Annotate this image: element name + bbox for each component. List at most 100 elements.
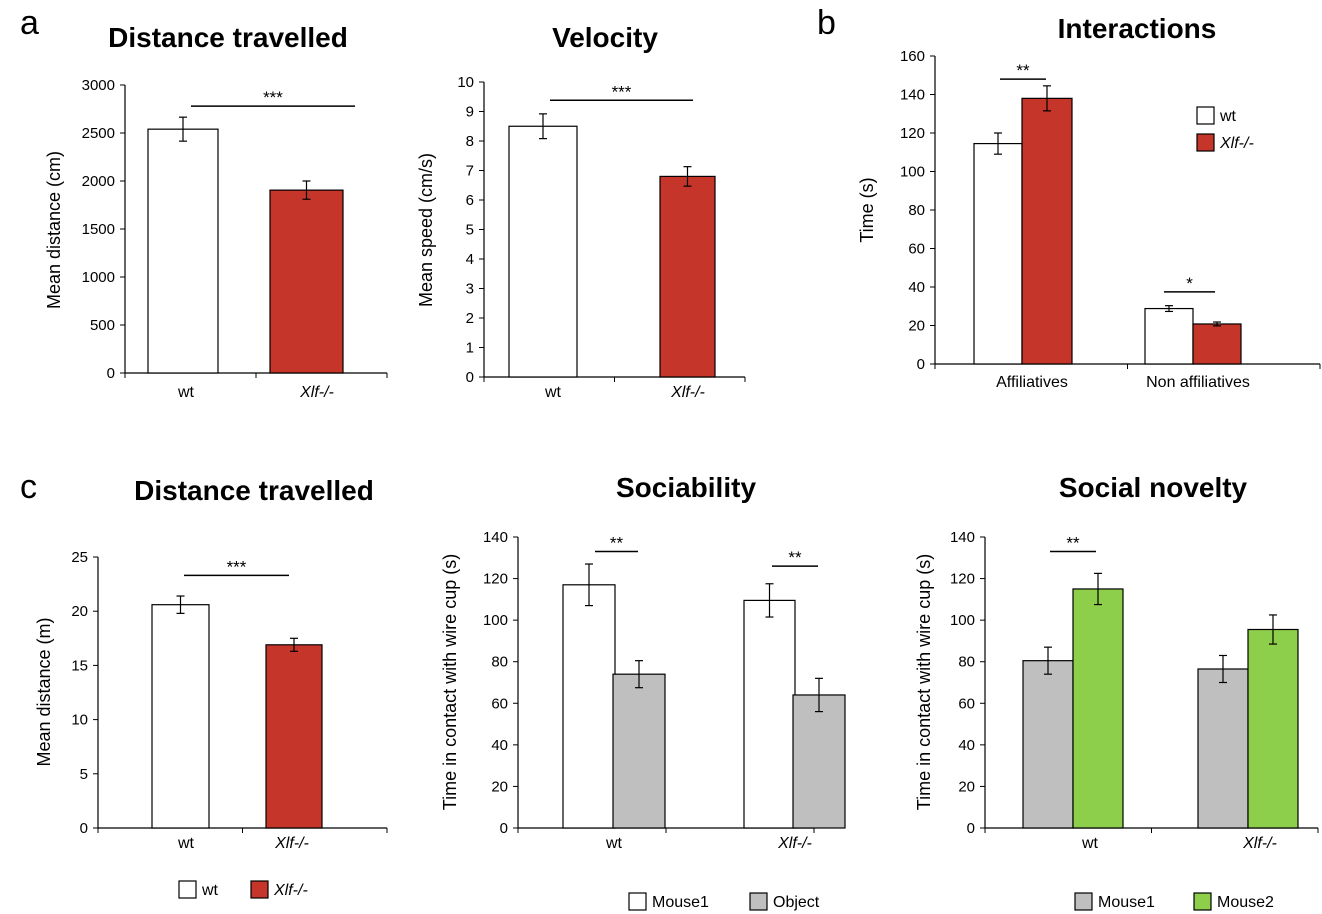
y-tick-label: 2000 xyxy=(82,173,115,190)
legend-swatch xyxy=(250,880,269,899)
legend-label: wt xyxy=(201,882,219,899)
y-tick-label: 3000 xyxy=(82,77,115,94)
category-label: Xlf-/- xyxy=(1242,835,1277,852)
category-label: Xlf-/- xyxy=(777,835,812,852)
y-tick-label: 60 xyxy=(958,695,975,712)
bar xyxy=(1247,628,1299,829)
bar xyxy=(147,128,219,374)
chart-sociability: Sociability 0 20 40 60 80 100 120 140 Time in con… xyxy=(440,472,846,911)
chart-distance-travelled-c: Distance travelled 0 5 10 15 20 25 Mean distanc… xyxy=(34,475,388,899)
y-tick-label: 120 xyxy=(483,571,508,588)
category-label: Xlf-/- xyxy=(274,835,309,852)
y-tick-label: 160 xyxy=(900,48,925,65)
category-label: wt xyxy=(544,384,562,401)
y-tick-label: 1 xyxy=(466,340,474,357)
category-label: Xlf-/- xyxy=(670,384,705,401)
y-tick-label: 8 xyxy=(466,133,474,150)
significance-label: *** xyxy=(227,557,247,576)
legend-swatch xyxy=(628,892,647,911)
y-tick-label: 500 xyxy=(90,317,115,334)
bar xyxy=(792,694,846,829)
category-label: Xlf-/- xyxy=(299,384,334,401)
y-tick-label: 5 xyxy=(80,766,88,783)
y-tick-label: 9 xyxy=(466,104,474,121)
bar xyxy=(151,604,210,829)
chart-interactions: Interactions 0 20 40 60 80 100 120 140 160 Time (s… xyxy=(857,13,1321,391)
y-tick-label: 80 xyxy=(908,202,925,219)
significance-label: ** xyxy=(1066,534,1080,553)
legend-swatch xyxy=(1196,106,1215,125)
legend-label: Object xyxy=(773,894,820,911)
bar xyxy=(1192,323,1242,365)
legend-swatch xyxy=(1193,892,1212,911)
panel-letter-b: b xyxy=(817,4,836,42)
chart-title: Velocity xyxy=(552,22,658,53)
chart-title: Interactions xyxy=(1058,13,1217,44)
y-tick-label: 2 xyxy=(466,310,474,327)
bar xyxy=(612,673,666,829)
y-tick-label: 4 xyxy=(466,251,474,268)
chart-title: Social novelty xyxy=(1059,472,1248,503)
category-label: wt xyxy=(177,384,195,401)
y-tick-label: 40 xyxy=(491,737,508,754)
legend-label: Xlf-/- xyxy=(273,882,308,899)
bar xyxy=(659,175,716,378)
legend-label: Mouse2 xyxy=(1217,894,1274,911)
category-label: Non affiliatives xyxy=(1146,374,1250,391)
y-tick-label: 0 xyxy=(500,820,508,837)
category-label: wt xyxy=(177,835,195,852)
y-tick-label: 140 xyxy=(483,529,508,546)
y-tick-label: 60 xyxy=(908,241,925,258)
legend-swatch xyxy=(1074,892,1093,911)
significance-label: *** xyxy=(263,88,283,107)
category-label: Affiliatives xyxy=(996,374,1068,391)
legend-swatch xyxy=(178,880,197,899)
category-label: wt xyxy=(1081,835,1099,852)
y-tick-label: 20 xyxy=(491,778,508,795)
significance-label: *** xyxy=(612,82,632,101)
legend-label: wt xyxy=(1219,108,1237,125)
y-tick-label: 10 xyxy=(71,712,88,729)
legend-label: Mouse1 xyxy=(652,894,709,911)
significance-label: * xyxy=(1186,274,1193,293)
y-tick-label: 6 xyxy=(466,192,474,209)
y-tick-label: 15 xyxy=(71,657,88,674)
y-tick-label: 0 xyxy=(107,365,115,382)
y-tick-label: 80 xyxy=(958,654,975,671)
significance-label: ** xyxy=(788,548,802,567)
bar xyxy=(973,142,1023,365)
y-tick-label: 0 xyxy=(967,820,975,837)
chart-distance-travelled-a: Distance travelled 0 500 1000 1500 2000 2500 30… xyxy=(44,22,388,401)
y-tick-label: 1500 xyxy=(82,221,115,238)
chart-title: Sociability xyxy=(616,472,756,503)
panel-letter-a: a xyxy=(20,4,39,42)
bar xyxy=(743,599,796,829)
y-tick-label: 20 xyxy=(908,318,925,335)
bar xyxy=(269,189,344,374)
y-tick-label: 0 xyxy=(466,369,474,386)
bar xyxy=(1021,97,1073,365)
bar xyxy=(562,584,616,829)
bar xyxy=(1072,588,1124,829)
y-tick-label: 120 xyxy=(900,125,925,142)
chart-velocity: Velocity 0 1 2 3 4 5 6 7 8 9 10 Mean speed (cm/s) wt X… xyxy=(416,22,746,401)
significance-label: ** xyxy=(610,534,624,553)
y-axis-label: Mean distance (cm) xyxy=(44,151,64,309)
y-tick-label: 1000 xyxy=(82,269,115,286)
bar xyxy=(1197,668,1249,829)
legend-swatch xyxy=(1196,133,1215,152)
y-tick-label: 140 xyxy=(900,87,925,104)
y-tick-label: 25 xyxy=(71,549,88,566)
bar xyxy=(1022,660,1074,829)
chart-social-novelty: Social novelty 0 20 40 60 80 100 120 140 Time in … xyxy=(914,472,1319,911)
panel-letter-c: c xyxy=(20,468,37,506)
y-tick-label: 60 xyxy=(491,695,508,712)
y-tick-label: 0 xyxy=(80,820,88,837)
y-tick-label: 100 xyxy=(483,612,508,629)
category-label: wt xyxy=(605,835,623,852)
y-tick-label: 3 xyxy=(466,281,474,298)
y-axis-label: Mean distance (m) xyxy=(34,617,54,766)
y-tick-label: 20 xyxy=(71,603,88,620)
y-axis-label: Time in contact with wire cup (s) xyxy=(914,554,934,810)
